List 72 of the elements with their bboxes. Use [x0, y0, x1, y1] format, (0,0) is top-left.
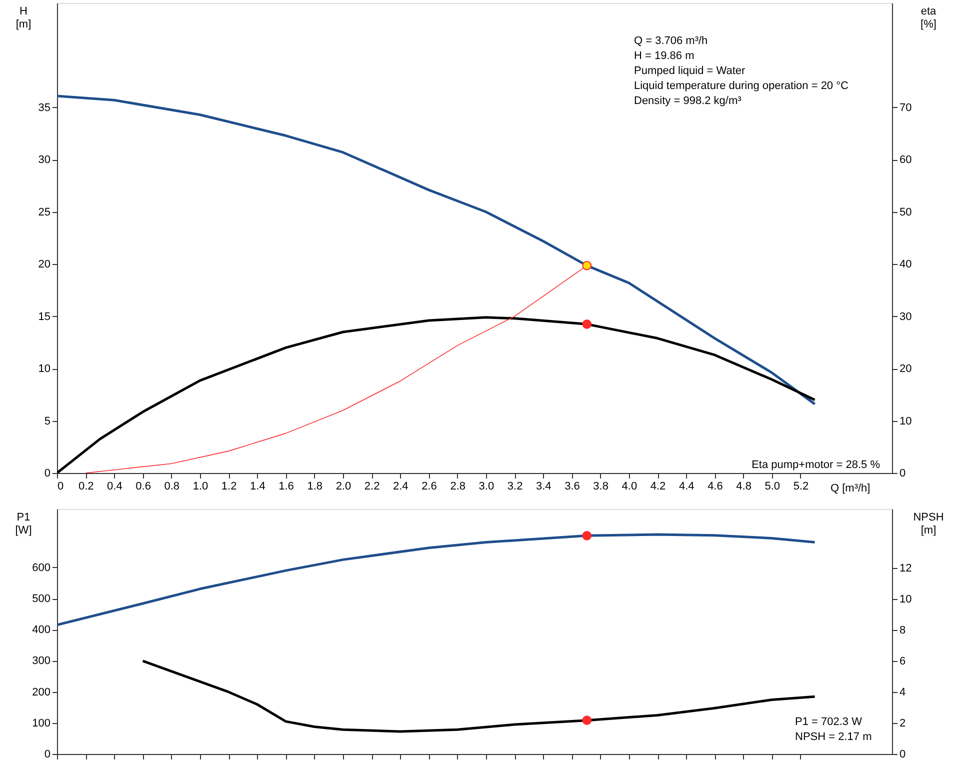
- y2-tick-label: 8: [900, 624, 906, 636]
- x-tick-label: 1.0: [192, 480, 208, 492]
- y2-tick-label: 40: [900, 258, 912, 271]
- x-tick-label: 1.6: [278, 480, 294, 492]
- line-series: [142, 660, 816, 733]
- y2-axis-title: eta [%]: [920, 6, 938, 30]
- y-tick-label: 20: [38, 258, 50, 271]
- y-tick-label: 35: [38, 102, 50, 114]
- y-tick-label: 0: [44, 748, 50, 760]
- x-tick-label: 0.6: [136, 480, 151, 492]
- x-tick-label: 1.2: [221, 480, 237, 492]
- y-tick-label: 0: [44, 468, 50, 480]
- y-axis-title: H [m]: [16, 6, 32, 30]
- y-tick-label: 500: [32, 593, 50, 606]
- y2-tick-label: 10: [900, 593, 912, 606]
- x-tick-label: 2.2: [364, 480, 380, 492]
- x-tick-label: 1.8: [307, 480, 323, 492]
- annotation: Q = 3.706 m³/h: [634, 35, 708, 47]
- line-series: [57, 94, 816, 406]
- x-tick-label: 3.0: [478, 480, 494, 492]
- annotation: Liquid temperature during operation = 20 °C: [634, 80, 849, 92]
- y2-axis-title: NPSH [m]: [913, 512, 944, 536]
- annotation: Eta pump+motor = 28.5 %: [752, 459, 880, 471]
- x-tick-label: 5.0: [764, 480, 780, 492]
- y-tick-label: 10: [38, 363, 50, 376]
- y2-tick-label: 0: [900, 748, 906, 760]
- y2-tick-label: 50: [900, 206, 912, 218]
- x-axis-title: Q [m³/h]: [830, 482, 870, 494]
- x-tick-label: 2.8: [450, 480, 466, 492]
- y2-tick-label: 10: [900, 415, 912, 428]
- x-tick-label: 5.2: [793, 480, 809, 492]
- y-axis-title: P1 [W]: [15, 512, 32, 536]
- y-tick-label: 5: [44, 415, 50, 428]
- x-tick-label: 4.6: [708, 480, 723, 492]
- x-tick-label: 4.4: [678, 480, 694, 492]
- y-tick-label: 25: [38, 206, 50, 218]
- annotation: Pumped liquid = Water: [634, 65, 746, 77]
- x-tick-label: 3.8: [593, 480, 608, 492]
- y-tick-label: 400: [32, 624, 50, 636]
- x-tick-label: 2.6: [422, 480, 437, 492]
- x-tick-label: 0.8: [164, 480, 180, 492]
- x-tick-label: 3.4: [536, 480, 552, 492]
- y2-tick-label: 70: [900, 102, 912, 114]
- y-tick-label: 30: [38, 154, 50, 166]
- x-tick-label: 0.2: [78, 480, 94, 492]
- y-tick-label: 300: [32, 655, 50, 668]
- y-tick-label: 200: [32, 686, 50, 698]
- y-tick-label: 100: [32, 717, 50, 730]
- y2-tick-label: 4: [900, 686, 906, 698]
- x-tick-label: 2.4: [393, 480, 408, 492]
- x-tick-label: 1.4: [250, 480, 266, 492]
- y2-tick-label: 6: [900, 655, 906, 668]
- y2-tick-label: 20: [900, 363, 912, 376]
- annotation: Density = 998.2 kg/m³: [634, 95, 742, 107]
- y2-tick-label: 2: [900, 717, 906, 730]
- x-tick-label: 3.2: [507, 480, 523, 492]
- y-tick-label: 600: [32, 562, 50, 574]
- y2-tick-label: 0: [900, 468, 906, 480]
- y2-tick-label: 30: [900, 310, 912, 323]
- annotation: H = 19.86 m: [634, 50, 694, 62]
- x-tick-label: 4.8: [736, 480, 752, 492]
- annotation: NPSH = 2.17 m: [795, 731, 872, 743]
- x-tick-label: 4.0: [622, 480, 638, 492]
- x-tick-label: 2.0: [336, 480, 352, 492]
- x-tick-label: 0: [58, 480, 64, 492]
- x-tick-label: 0.4: [107, 480, 122, 492]
- annotation: P1 = 702.3 W: [795, 716, 863, 728]
- y-tick-label: 15: [38, 310, 50, 323]
- y2-tick-label: 12: [900, 562, 912, 574]
- y2-tick-label: 60: [900, 154, 912, 166]
- x-tick-label: 4.2: [650, 480, 666, 492]
- x-tick-label: 3.6: [564, 480, 580, 492]
